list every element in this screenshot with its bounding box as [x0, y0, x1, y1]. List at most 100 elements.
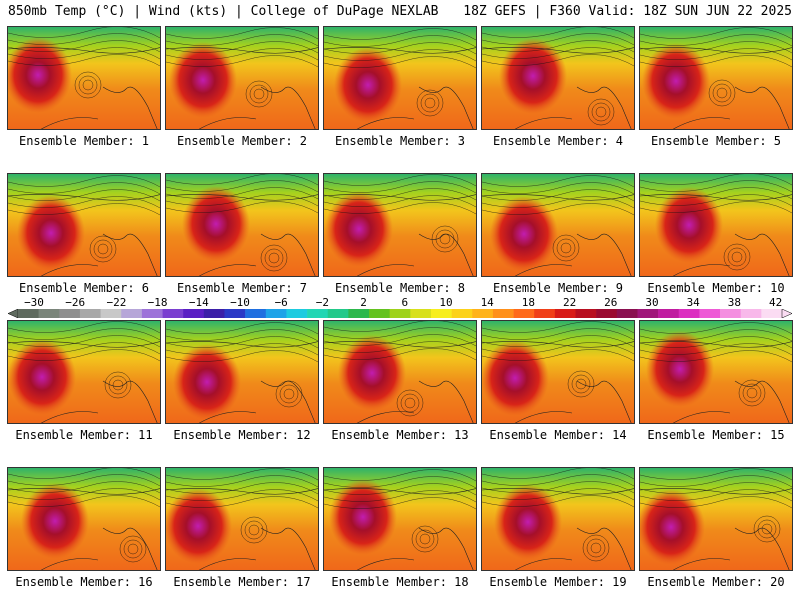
ensemble-map-panel [323, 173, 477, 277]
ensemble-map-panel [481, 173, 635, 277]
colorbar-swatch [389, 309, 411, 318]
colorbar-swatch [430, 309, 452, 318]
colorbar-swatch [534, 309, 556, 318]
colorbar-tick-label: 14 [480, 296, 494, 309]
colorbar-swatch [162, 309, 184, 318]
colorbar-swatch [513, 309, 535, 318]
colorbar-swatch [740, 309, 762, 318]
ensemble-member-label: Ensemble Member: 8 [334, 281, 466, 295]
ensemble-member-label: Ensemble Member: 14 [489, 428, 627, 442]
colorbar-min-arrow [8, 309, 19, 318]
ensemble-member-label: Ensemble Member: 5 [650, 134, 782, 148]
colorbar-swatch [121, 309, 143, 318]
colorbar-tick-label: −10 [230, 296, 250, 309]
colorbar-swatch [286, 309, 308, 318]
colorbar-swatch [79, 309, 101, 318]
colorbar-tick-label: −6 [274, 296, 288, 309]
colorbar-swatch [100, 309, 122, 318]
ensemble-member-label: Ensemble Member: 3 [334, 134, 466, 148]
ensemble-map-panel [7, 320, 161, 424]
ensemble-map-panel [639, 467, 793, 571]
colorbar-tick-label: −26 [65, 296, 86, 309]
colorbar-tick-label: −14 [188, 296, 209, 309]
ensemble-map-panel [7, 173, 161, 277]
colorbar-swatch [451, 309, 473, 318]
colorbar-tick-label: −18 [147, 296, 168, 309]
colorbar-swatch [637, 309, 659, 318]
ensemble-member-label: Ensemble Member: 13 [331, 428, 469, 442]
ensemble-member-label: Ensemble Member: 10 [647, 281, 785, 295]
ensemble-map-panel [165, 26, 319, 130]
colorbar-tick-label: 6 [401, 296, 409, 309]
colorbar-swatch [410, 309, 432, 318]
colorbar-swatch [18, 309, 39, 318]
colorbar-swatch [183, 309, 205, 318]
ensemble-map-panel [481, 467, 635, 571]
colorbar-swatch [554, 309, 576, 318]
colorbar-swatch [596, 309, 618, 318]
colorbar-tick-label: −30 [24, 296, 44, 309]
ensemble-map-panel [481, 26, 635, 130]
ensemble-map-panel [639, 173, 793, 277]
colorbar-swatch [307, 309, 329, 318]
colorbar-swatch [203, 309, 225, 318]
colorbar-tick-label: −2 [315, 296, 330, 309]
ensemble-member-label: Ensemble Member: 9 [492, 281, 624, 295]
ensemble-member-label: Ensemble Member: 12 [173, 428, 311, 442]
ensemble-member-label: Ensemble Member: 7 [176, 281, 308, 295]
ensemble-map-panel [7, 26, 161, 130]
ensemble-map-panel [323, 467, 477, 571]
colorbar-swatch [472, 309, 494, 318]
ensemble-map-panel [323, 320, 477, 424]
ensemble-member-label: Ensemble Member: 15 [647, 428, 785, 442]
ensemble-member-label: Ensemble Member: 6 [18, 281, 150, 295]
ensemble-map-panel [639, 320, 793, 424]
temperature-colorbar [8, 309, 792, 318]
ensemble-member-label: Ensemble Member: 2 [176, 134, 308, 148]
colorbar-tick-label: −22 [106, 296, 127, 309]
ensemble-member-label: Ensemble Member: 18 [331, 575, 469, 589]
colorbar-tick-label: 30 [645, 296, 659, 309]
ensemble-member-label: Ensemble Member: 1 [18, 134, 150, 148]
colorbar-swatch [348, 309, 370, 318]
colorbar-tick-label: 42 [768, 296, 783, 309]
run-valid-time: 18Z GEFS | F360 Valid: 18Z SUN JUN 22 20… [463, 4, 792, 19]
colorbar-swatch [575, 309, 597, 318]
ensemble-member-label: Ensemble Member: 4 [492, 134, 624, 148]
colorbar-swatch [369, 309, 390, 318]
colorbar-swatch [38, 309, 60, 318]
ensemble-map-panel [165, 467, 319, 571]
colorbar-swatch [492, 309, 514, 318]
colorbar-swatch [327, 309, 349, 318]
colorbar-swatch [59, 309, 81, 318]
map-title: 850mb Temp (°C) | Wind (kts) | College o… [8, 4, 439, 19]
colorbar-ticks: −30 −26 −22 −18 −14 −10 −6 −2 2 6 10 14 18 22 26 30 34 38… [8, 296, 792, 309]
colorbar-tick-label: 2 [360, 296, 367, 309]
colorbar-max-arrow [781, 309, 792, 318]
ensemble-member-label: Ensemble Member: 16 [15, 575, 153, 589]
colorbar-swatch [265, 309, 287, 318]
colorbar-swatch [245, 309, 267, 318]
ensemble-member-label: Ensemble Member: 17 [173, 575, 311, 589]
colorbar-tick-label: 26 [604, 296, 618, 309]
colorbar-tick-label: 38 [727, 296, 742, 309]
ensemble-member-label: Ensemble Member: 19 [489, 575, 627, 589]
colorbar-swatch [720, 309, 742, 318]
colorbar-tick-label: 34 [686, 296, 700, 309]
ensemble-map-panel [165, 320, 319, 424]
colorbar-swatch [699, 309, 721, 318]
colorbar-tick-label: 18 [521, 296, 536, 309]
colorbar-swatch [141, 309, 163, 318]
ensemble-map-panel [639, 26, 793, 130]
ensemble-member-label: Ensemble Member: 20 [647, 575, 785, 589]
colorbar-tick-label: 22 [562, 296, 577, 309]
ensemble-map-panel [7, 467, 161, 571]
colorbar-swatch [658, 309, 680, 318]
ensemble-member-label: Ensemble Member: 11 [15, 428, 153, 442]
colorbar-swatch [224, 309, 246, 318]
ensemble-map-panel [165, 173, 319, 277]
colorbar-swatch [678, 309, 700, 318]
colorbar-tick-label: 10 [439, 296, 453, 309]
colorbar-swatch [616, 309, 638, 318]
ensemble-map-panel [323, 26, 477, 130]
